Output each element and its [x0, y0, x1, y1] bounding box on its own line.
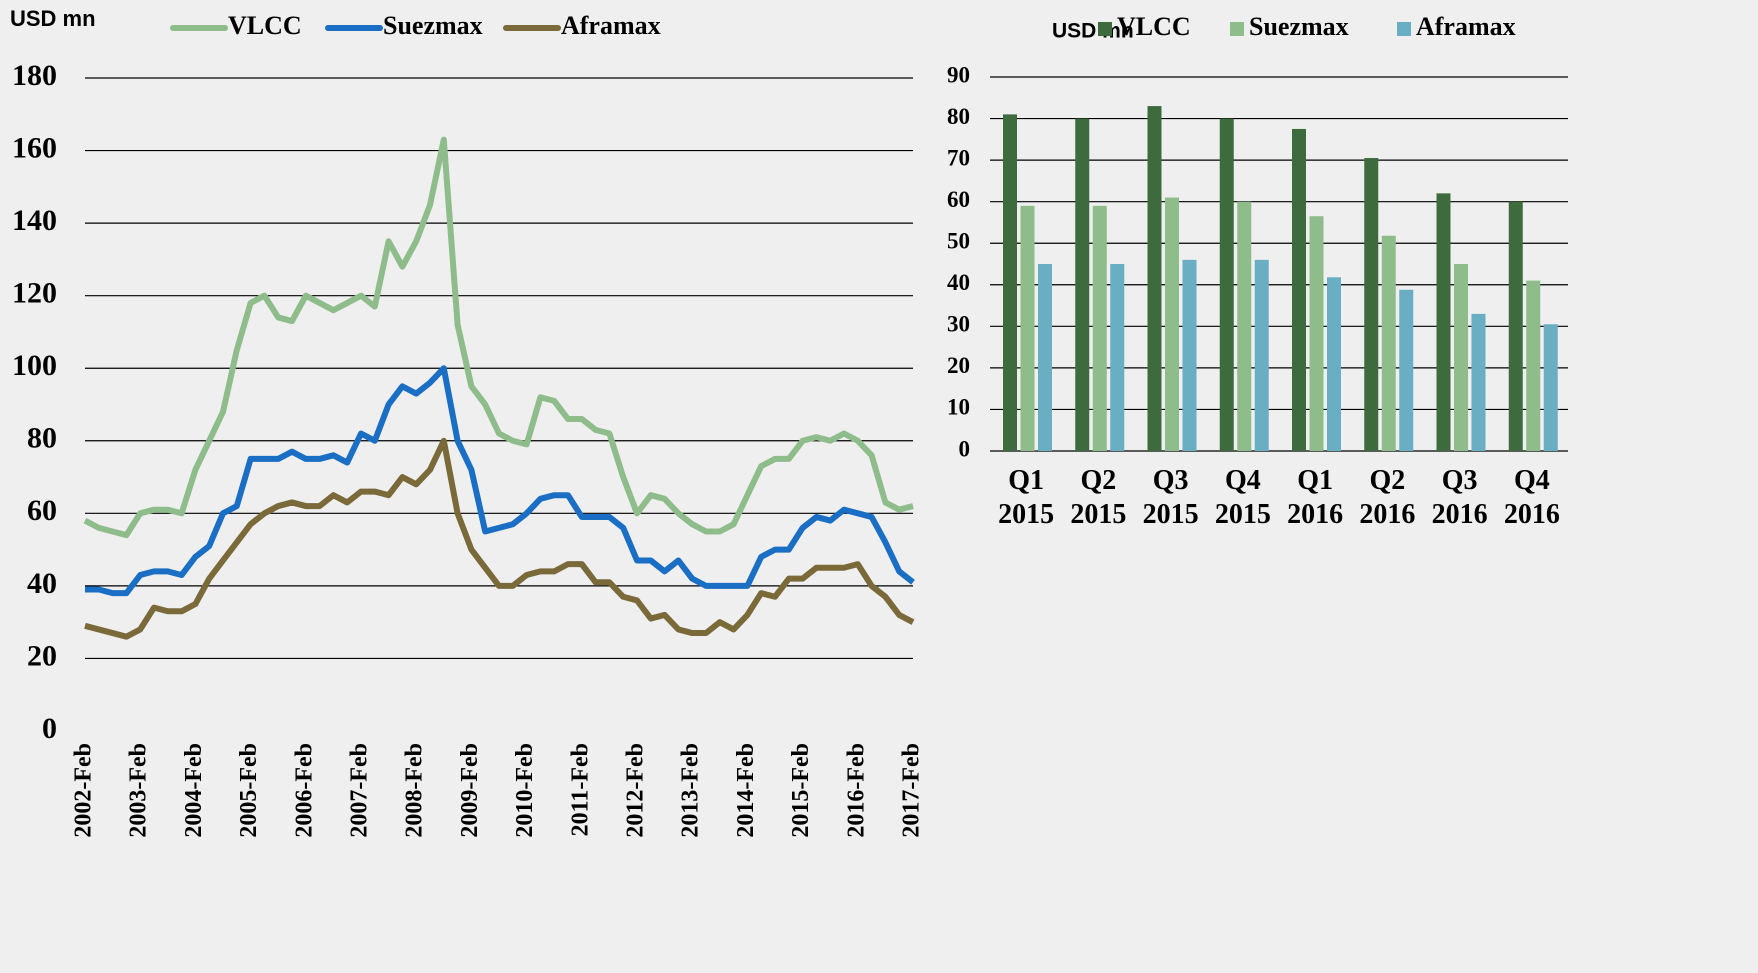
x-tick-label: 2011-Feb	[567, 743, 593, 836]
y-tick-label: 60	[27, 494, 57, 527]
legend-label: Aframax	[561, 11, 661, 40]
x-tick-label-line: 2015	[998, 499, 1054, 530]
bar	[1147, 106, 1162, 451]
x-tick-label-line: Q2	[1369, 465, 1405, 496]
y-tick-label: 60	[947, 187, 970, 212]
x-tick-label-line: Q1	[1008, 465, 1044, 496]
bar	[1508, 201, 1523, 451]
x-tick-label: Q3 2015	[1143, 465, 1199, 530]
x-tick-label: Q1 2016	[1287, 465, 1343, 530]
bar	[1364, 158, 1379, 452]
x-tick-label: 2014-Feb	[733, 743, 759, 838]
x-tick-label: Q4 2015	[1215, 465, 1271, 530]
x-tick-label: 2003-Feb	[126, 743, 152, 838]
legend-label: VLCC	[1117, 12, 1191, 41]
bar	[1309, 216, 1324, 451]
x-tick-label: 2004-Feb	[181, 743, 207, 838]
x-tick-label: 2013-Feb	[678, 743, 704, 838]
legend-label: Aframax	[1416, 12, 1516, 41]
bar	[1219, 118, 1234, 452]
x-tick-label: 2012-Feb	[623, 743, 649, 838]
legend-label: Suezmax	[383, 11, 483, 40]
bar	[1399, 289, 1414, 451]
y-tick-label: 50	[947, 229, 970, 254]
legend-swatch	[1230, 22, 1244, 36]
bar	[1110, 264, 1125, 451]
bar	[1165, 197, 1179, 451]
line	[84, 437, 915, 640]
legend-label: VLCC	[228, 11, 302, 40]
bar	[1381, 235, 1396, 451]
x-tick-label: Q1 2015	[998, 465, 1054, 530]
x-tick-label-line: Q4	[1514, 465, 1550, 496]
line	[83, 136, 914, 539]
legend-swatch	[1397, 22, 1411, 36]
x-tick-label-line: 2016	[1504, 499, 1560, 530]
bar	[1038, 264, 1052, 451]
y-tick-label: 80	[947, 104, 970, 129]
y-tick-label: 160	[12, 131, 57, 164]
bar	[1182, 259, 1197, 451]
x-tick-label-line: Q4	[1225, 465, 1261, 496]
x-tick-label: Q3 2016	[1432, 465, 1488, 530]
x-tick-label: Q2 2016	[1359, 465, 1415, 530]
y-tick-label: 10	[947, 395, 970, 420]
y-tick-label: 120	[12, 277, 57, 310]
x-tick-label-line: Q3	[1442, 465, 1478, 496]
x-tick-label: 2002-Feb	[71, 743, 97, 838]
y-tick-label: 40	[27, 567, 57, 600]
bar	[1020, 205, 1035, 451]
y-tick-label: 80	[27, 422, 57, 455]
bar	[1003, 114, 1017, 452]
legend-label: Suezmax	[1249, 12, 1349, 41]
bar	[1454, 264, 1468, 451]
y-unit-label: USD mn	[10, 6, 96, 31]
bar	[1254, 259, 1269, 451]
y-tick-label: 30	[947, 312, 970, 337]
x-tick-label: Q4 2016	[1504, 465, 1560, 530]
bar	[1327, 277, 1341, 451]
x-tick-label: 2008-Feb	[402, 743, 428, 838]
y-tick-label: 100	[12, 349, 57, 382]
x-tick-label-line: 2016	[1287, 499, 1343, 530]
legend-swatch	[1098, 22, 1112, 36]
bar	[1237, 201, 1252, 451]
x-tick-label-line: 2016	[1432, 499, 1488, 530]
bar	[1075, 118, 1090, 452]
bar	[1092, 205, 1107, 451]
y-tick-label: 0	[42, 712, 57, 745]
x-tick-label-line: 2015	[1215, 499, 1271, 530]
bar	[1292, 128, 1306, 451]
x-tick-label: 2010-Feb	[512, 743, 538, 838]
bar	[1526, 280, 1541, 451]
x-tick-label: 2007-Feb	[347, 743, 373, 838]
bar	[1543, 324, 1558, 451]
y-tick-label: 40	[947, 270, 970, 295]
y-unit-label: USD mn	[1052, 20, 1134, 43]
x-tick-label: 2015-Feb	[788, 743, 814, 838]
x-tick-label-line: Q1	[1297, 465, 1333, 496]
x-tick-label: 2016-Feb	[843, 743, 869, 838]
y-tick-label: 70	[947, 145, 970, 170]
y-tick-label: 180	[12, 59, 57, 92]
x-tick-label: 2009-Feb	[457, 743, 483, 838]
y-tick-label: 0	[959, 436, 971, 461]
y-tick-label: 90	[947, 62, 970, 87]
bar	[1436, 193, 1451, 451]
x-tick-label-line: 2015	[1070, 499, 1126, 530]
x-tick-label-line: 2015	[1143, 499, 1199, 530]
x-tick-label-line: 2016	[1359, 499, 1415, 530]
y-tick-label: 140	[12, 204, 57, 237]
x-tick-label-line: Q2	[1080, 465, 1116, 496]
y-tick-label: 20	[27, 639, 57, 672]
bar	[1471, 313, 1486, 451]
x-tick-label: 2005-Feb	[236, 743, 262, 838]
x-tick-label-line: Q3	[1153, 465, 1189, 496]
y-tick-label: 20	[947, 353, 970, 378]
line	[85, 365, 915, 597]
x-tick-label: 2017-Feb	[899, 743, 925, 838]
x-tick-label: 2006-Feb	[291, 743, 317, 838]
x-tick-label: Q2 2015	[1070, 465, 1126, 530]
